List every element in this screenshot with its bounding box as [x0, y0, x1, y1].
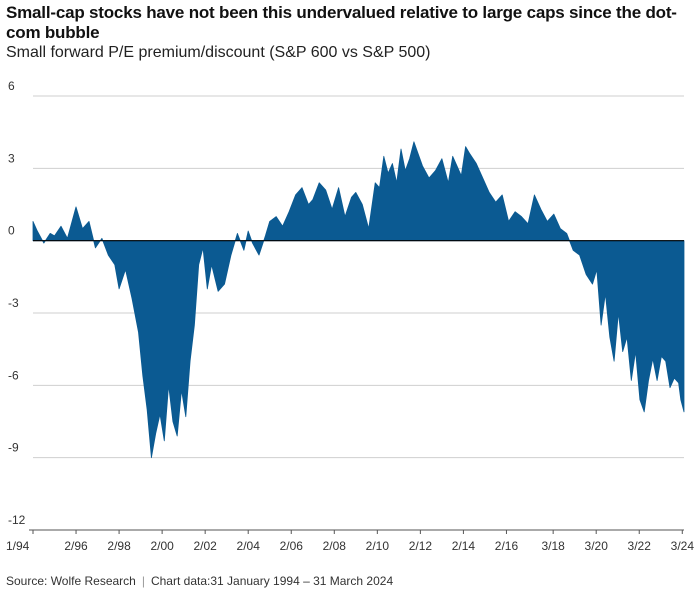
x-tick-label-1: 2/96 [64, 539, 88, 553]
x-tick-label-15: 3/24 [671, 539, 695, 553]
y-tick-label-6: -12 [8, 513, 26, 527]
chart-date-note: Chart data:31 January 1994 – 31 March 20… [150, 574, 394, 588]
x-tick-label-13: 3/20 [585, 539, 609, 553]
axes [29, 240, 684, 531]
x-tick-label-6: 2/06 [280, 539, 304, 553]
x-tick-label-0: 1/94 [6, 539, 30, 553]
chart-subtitle: Small forward P/E premium/discount (S&P … [6, 44, 431, 61]
y-tick-label-5: -9 [8, 441, 19, 455]
y-tick-label-2: 0 [8, 224, 15, 238]
series-area [32, 141, 685, 459]
chart-footer: Source: Wolfe Research | Chart data:31 Jan… [6, 574, 393, 588]
x-tick-label-8: 2/10 [366, 539, 390, 553]
x-tick-label-14: 3/22 [628, 539, 652, 553]
x-tick-label-5: 2/04 [237, 539, 261, 553]
x-tick-label-9: 2/12 [409, 539, 433, 553]
source-note: Source: Wolfe Research [6, 574, 136, 588]
chart-title: Small-cap stocks have not been this unde… [6, 3, 677, 42]
x-tick-label-4: 2/02 [193, 539, 217, 553]
plot-area [32, 141, 685, 459]
x-tick-label-3: 2/00 [150, 539, 174, 553]
x-tick-label-12: 3/18 [541, 539, 565, 553]
x-tick-label-10: 2/14 [452, 539, 476, 553]
x-tick-label-2: 2/98 [107, 539, 131, 553]
x-tick-label-11: 2/16 [495, 539, 519, 553]
y-tick-label-0: 6 [8, 79, 15, 93]
x-tick-label-7: 2/08 [323, 539, 347, 553]
y-tick-label-4: -6 [8, 368, 19, 382]
y-tick-label-3: -3 [8, 296, 19, 310]
x-axis-ticks: 1/94 2/96 2/98 2/00 2/02 2/04 2/06 2/08 2/10 2/12… [6, 530, 694, 553]
footer-separator: | [141, 574, 145, 588]
y-tick-label-1: 3 [8, 151, 15, 165]
y-axis-ticks: 6 3 0 -3 -6 -9 -12 [8, 79, 26, 527]
gridlines [33, 95, 684, 531]
